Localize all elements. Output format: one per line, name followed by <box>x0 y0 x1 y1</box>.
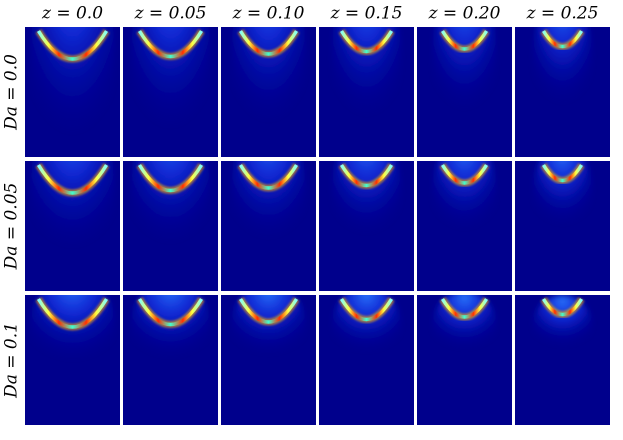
arc <box>542 30 583 49</box>
arc <box>340 298 393 321</box>
plume <box>231 161 306 259</box>
plume <box>231 27 306 150</box>
plume <box>131 27 210 157</box>
panel <box>25 27 120 157</box>
arc <box>37 30 108 61</box>
column-label: z = 0.15 <box>330 4 403 24</box>
panel <box>417 161 512 291</box>
arc <box>340 164 393 187</box>
column-label: z = 0.25 <box>526 4 599 24</box>
panel <box>123 295 218 425</box>
plume <box>332 27 401 141</box>
column-label: z = 0.10 <box>232 4 305 24</box>
arc <box>239 164 298 190</box>
plume <box>533 27 592 123</box>
arc <box>441 164 488 185</box>
column-label: z = 0.20 <box>428 4 501 24</box>
panel <box>221 295 316 425</box>
plume <box>533 295 592 355</box>
arc <box>441 298 488 319</box>
panel <box>221 161 316 291</box>
panel <box>25 295 120 425</box>
row-label: Da = 0.1 <box>2 322 22 399</box>
panel <box>417 27 512 157</box>
panel <box>25 161 120 291</box>
plume <box>332 295 401 363</box>
column-label: z = 0.05 <box>134 4 207 24</box>
arc <box>138 298 203 327</box>
arc <box>239 298 298 324</box>
arc <box>37 298 108 329</box>
arc <box>138 30 203 59</box>
panel <box>319 295 414 425</box>
arc <box>138 164 203 193</box>
arc <box>340 30 393 53</box>
panel <box>123 27 218 157</box>
arc <box>542 298 583 317</box>
plume <box>30 161 115 271</box>
panel <box>515 161 610 291</box>
panel <box>417 295 512 425</box>
plume <box>332 161 401 252</box>
row-label: Da = 0.05 <box>2 183 22 271</box>
panel <box>319 161 414 291</box>
panel <box>515 27 610 157</box>
panel <box>123 161 218 291</box>
row-label: Da = 0.0 <box>2 54 22 131</box>
arc <box>239 30 298 56</box>
arc <box>37 164 108 195</box>
arc <box>441 30 488 51</box>
plume <box>432 27 497 132</box>
panel <box>319 27 414 157</box>
plume <box>533 161 592 239</box>
panel <box>221 27 316 157</box>
plume <box>30 27 115 157</box>
column-label: z = 0.0 <box>41 4 103 24</box>
plume <box>131 161 210 265</box>
arc <box>542 164 583 183</box>
plume <box>432 161 497 246</box>
panel <box>515 295 610 425</box>
